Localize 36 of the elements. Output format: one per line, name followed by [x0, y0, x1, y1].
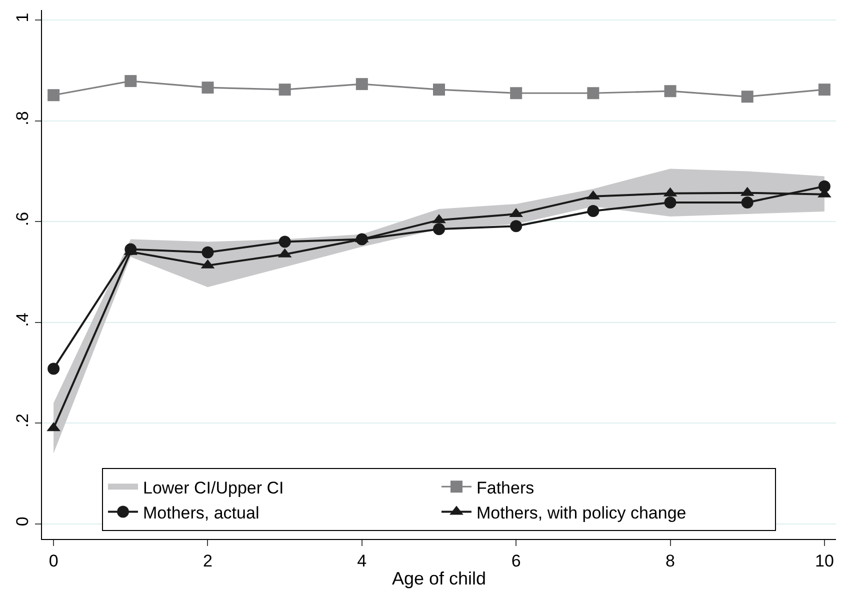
point [741, 90, 754, 103]
legend-label: Mothers, with policy change [476, 503, 686, 522]
legend-label: Mothers, actual [143, 503, 260, 522]
point [278, 84, 291, 96]
point [664, 196, 676, 208]
point [356, 78, 368, 90]
point [433, 223, 445, 236]
x-tick-label: 8 [666, 551, 675, 570]
point [818, 84, 830, 96]
point [510, 87, 522, 100]
x-tick-label: 6 [511, 551, 521, 570]
point [278, 236, 291, 248]
x-tick-label: 0 [48, 551, 58, 570]
x-tick-label: 4 [357, 551, 367, 570]
point [741, 196, 754, 208]
point [433, 84, 445, 96]
point [664, 85, 676, 98]
point [587, 87, 600, 100]
point [202, 246, 214, 258]
x-tick-label: 10 [814, 551, 834, 570]
y-tick-label: .2 [13, 413, 32, 428]
x-axis-title: Age of child [392, 568, 486, 588]
y-tick-label: .6 [13, 212, 32, 226]
legend-label: Lower CI/Upper CI [143, 478, 284, 498]
y-tick-label: .8 [13, 111, 32, 126]
point [48, 362, 60, 375]
point [587, 205, 600, 218]
point [510, 220, 522, 232]
point [202, 82, 214, 94]
point [48, 89, 60, 102]
y-tick-label: 0 [13, 516, 32, 526]
y-tick-label: .4 [13, 312, 32, 327]
y-tick-label: 1 [13, 12, 32, 22]
point [124, 75, 137, 88]
legend-label: Fathers [476, 478, 534, 498]
x-tick-label: 2 [203, 551, 212, 570]
